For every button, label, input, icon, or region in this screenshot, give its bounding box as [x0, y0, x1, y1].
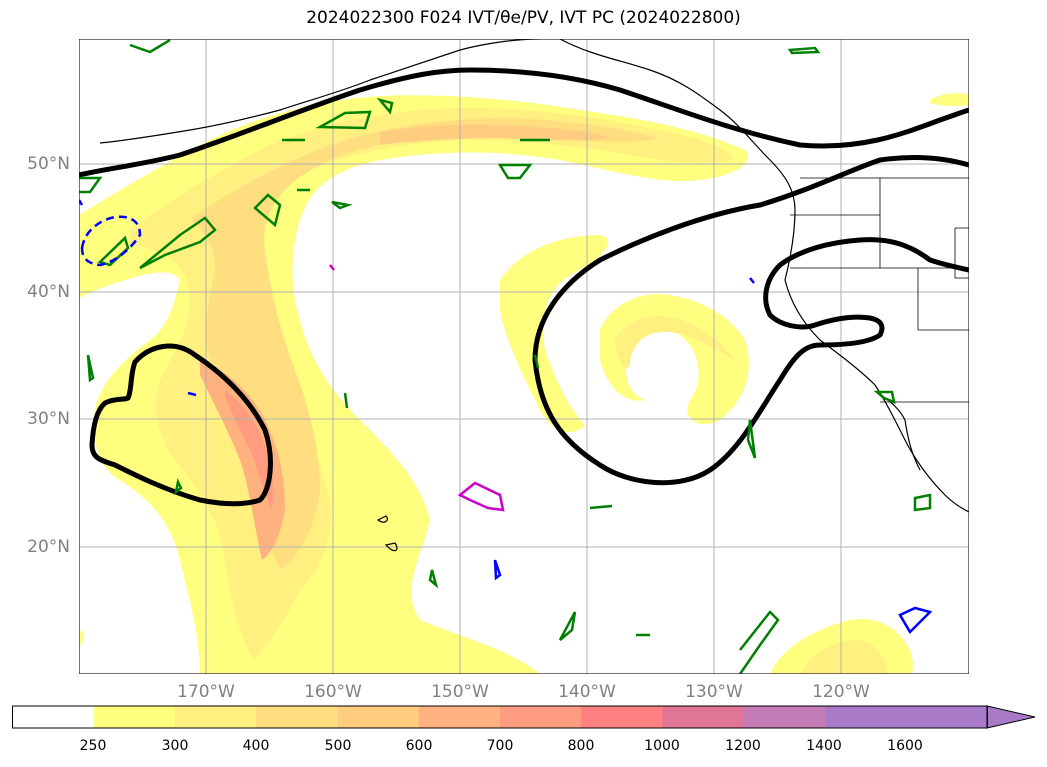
lat-label-40n: 40°N [27, 282, 70, 302]
colorbar-tick-400: 400 [242, 738, 270, 754]
ivt-west-patch [79, 630, 85, 645]
colorbar-tick-700: 700 [486, 738, 514, 754]
ivt-swirl-core [615, 316, 735, 369]
pv-dashed-contour [80, 215, 142, 267]
colorbar-tick-250: 250 [79, 738, 107, 754]
pv-contours [79, 199, 933, 635]
colorbar-segment-0 [12, 706, 95, 728]
ivt-swirl [500, 235, 609, 433]
lon-label-120w: 120°W [812, 682, 870, 702]
colorbar-tick-500: 500 [324, 738, 352, 754]
ivt-south-patch [355, 571, 400, 599]
colorbar-segment-4 [337, 706, 420, 728]
lat-label-30n: 30°N [27, 409, 70, 429]
colorbar-tick-1000: 1000 [644, 738, 680, 754]
lon-label-140w: 140°W [558, 682, 616, 702]
colorbar-segment-8 [662, 706, 745, 728]
ivt-se-patch-inner [800, 640, 888, 674]
colorbar [12, 705, 1036, 729]
colorbar-segment-7 [581, 706, 664, 728]
figure-title: 2024022300 F024 IVT/θe/PV, IVT PC (20240… [0, 8, 1047, 28]
colorbar-tick-1600: 1600 [887, 738, 923, 754]
colorbar-tick-800: 800 [567, 738, 595, 754]
ivt-band-500 [380, 124, 610, 145]
colorbar-tick-300: 300 [161, 738, 189, 754]
ivt-band-700 [225, 390, 274, 510]
pc-contour-north [79, 67, 969, 178]
colorbar-segment-1 [93, 706, 176, 728]
lon-label-170w: 170°W [177, 682, 235, 702]
colorbar-segment-9 [743, 706, 826, 728]
special-contours [329, 264, 505, 512]
ivt-ne-patch [930, 93, 969, 107]
colorbar-tick-1400: 1400 [806, 738, 842, 754]
colorbar-segment-5 [418, 706, 501, 728]
colorbar-segments [12, 706, 988, 728]
colorbar-tick-600: 600 [405, 738, 433, 754]
lon-label-130w: 130°W [685, 682, 743, 702]
theta-e-contours [79, 39, 932, 674]
ivt-band-600 [200, 360, 285, 560]
colorbar-extend-arrow [986, 705, 1036, 729]
colorbar-segment-3 [256, 706, 339, 728]
colorbar-tick-1200: 1200 [725, 738, 761, 754]
colorbar-segment-6 [500, 706, 582, 728]
ivt-band-400 [190, 118, 660, 570]
political-borders [790, 177, 969, 403]
title-text: 2024022300 F024 IVT/θe/PV, IVT PC (20240… [306, 8, 741, 28]
colorbar-segment-last [906, 706, 988, 728]
pc-contour-east [532, 155, 969, 486]
colorbar-segment-10 [825, 706, 907, 728]
lon-label-160w: 160°W [304, 682, 362, 702]
colorbar-segment-2 [175, 706, 257, 728]
lat-label-50n: 50°N [27, 154, 70, 174]
lat-label-20n: 20°N [27, 537, 70, 557]
lon-label-150w: 150°W [431, 682, 489, 702]
